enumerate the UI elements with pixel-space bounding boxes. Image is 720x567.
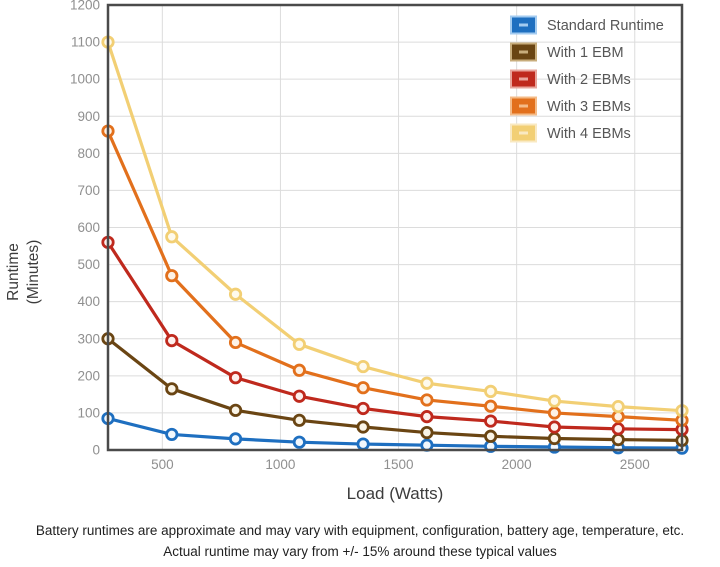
data-point-with-3-ebms bbox=[547, 406, 562, 420]
data-point-with-3-ebms bbox=[484, 399, 498, 413]
series-line-with-1-ebm bbox=[106, 337, 684, 442]
x-tick-label: 500 bbox=[151, 457, 174, 472]
data-point-with-1-ebm bbox=[228, 403, 243, 417]
legend-swatch-dash bbox=[519, 131, 528, 135]
data-point-with-3-ebms bbox=[292, 363, 306, 377]
legend-label-with-1-ebm: With 1 EBM bbox=[547, 45, 624, 61]
data-point-with-4-ebms bbox=[611, 400, 625, 414]
legend-item-with-3-ebms: With 3 EBMs bbox=[510, 96, 631, 116]
data-point-with-3-ebms bbox=[356, 381, 370, 395]
legend-swatch-dash bbox=[519, 104, 528, 108]
data-point-with-1-ebm bbox=[356, 420, 370, 434]
footnote-line-1: Battery runtimes are approximate and may… bbox=[35, 523, 685, 538]
data-point-with-2-ebms bbox=[420, 410, 434, 424]
legend-item-with-2-ebms: With 2 EBMs bbox=[510, 69, 631, 89]
series-line-with-2-ebms bbox=[106, 240, 684, 432]
series-line-standard-runtime bbox=[106, 416, 684, 450]
series-lines bbox=[101, 35, 689, 455]
plot-border bbox=[106, 3, 684, 452]
data-point-with-2-ebms bbox=[356, 401, 370, 416]
data-point-with-4-ebms bbox=[228, 287, 243, 301]
legend-label-with-2-ebms: With 2 EBMs bbox=[547, 72, 631, 88]
data-point-with-4-ebms bbox=[292, 337, 306, 351]
runtime-chart: 0 100 200 300 400 500 600 700 800 900 1000 1100 1200… bbox=[5, 0, 689, 503]
y-tick-label: 200 bbox=[77, 368, 100, 383]
legend-item-standard-runtime: Standard Runtime bbox=[510, 15, 664, 35]
y-tick-label: 700 bbox=[77, 183, 100, 198]
y-tick-label: 500 bbox=[77, 257, 100, 272]
data-point-with-1-ebm bbox=[292, 413, 306, 427]
x-tick-label: 1000 bbox=[265, 457, 295, 472]
legend-swatch-dash bbox=[519, 23, 528, 27]
legend-swatch-dash bbox=[519, 77, 528, 81]
legend-swatch-dash bbox=[519, 50, 528, 54]
data-point-with-2-ebms bbox=[547, 420, 562, 434]
runtime-chart-svg: 0 100 200 300 400 500 600 700 800 900 1000 1100 1200… bbox=[5, 0, 689, 503]
y-tick-label: 900 bbox=[77, 109, 100, 124]
data-point-standard-runtime bbox=[228, 432, 243, 446]
data-point-with-2-ebms bbox=[611, 422, 625, 436]
y-axis-title-line-1: Runtime bbox=[5, 243, 22, 301]
chart-footnote: Battery runtimes are approximate and may… bbox=[0, 520, 720, 562]
footnote-line-2: Actual runtime may vary from +/- 15% aro… bbox=[163, 544, 557, 559]
y-tick-label: 1200 bbox=[70, 0, 100, 13]
data-point-standard-runtime bbox=[292, 435, 306, 449]
data-point-with-1-ebm bbox=[611, 433, 625, 447]
y-axis-title-line-2: (Minutes) bbox=[25, 240, 42, 305]
data-point-with-4-ebms bbox=[165, 230, 179, 244]
y-tick-label: 400 bbox=[77, 294, 100, 309]
data-point-standard-runtime bbox=[165, 427, 179, 442]
data-point-with-4-ebms bbox=[547, 394, 562, 408]
data-point-with-3-ebms bbox=[420, 393, 434, 407]
y-tick-label: 600 bbox=[77, 220, 100, 235]
data-point-with-3-ebms bbox=[165, 269, 179, 283]
x-tick-label: 1500 bbox=[384, 457, 414, 472]
legend-item-with-4-ebms: With 4 EBMs bbox=[510, 123, 631, 143]
data-point-with-1-ebm bbox=[165, 382, 179, 396]
axis-tick-labels: 0 100 200 300 400 500 600 700 800 900 1000 1100 1200… bbox=[70, 0, 650, 472]
y-tick-label: 100 bbox=[77, 405, 100, 420]
data-point-with-1-ebm bbox=[484, 429, 498, 443]
x-axis-title: Load (Watts) bbox=[347, 484, 444, 503]
legend-label-with-3-ebms: With 3 EBMs bbox=[547, 99, 631, 115]
series-line-with-4-ebms bbox=[106, 40, 684, 413]
y-tick-label: 300 bbox=[77, 331, 100, 346]
series-line-with-3-ebms bbox=[106, 129, 684, 422]
y-tick-label: 1100 bbox=[71, 35, 100, 50]
data-point-with-1-ebm bbox=[547, 431, 562, 446]
y-tick-label: 0 bbox=[92, 443, 100, 458]
y-tick-label: 1000 bbox=[70, 72, 100, 87]
data-point-with-2-ebms bbox=[292, 389, 306, 403]
y-tick-label: 800 bbox=[77, 146, 100, 161]
data-point-with-4-ebms bbox=[420, 376, 434, 390]
data-point-with-1-ebm bbox=[420, 425, 434, 440]
legend-label-standard-runtime: Standard Runtime bbox=[547, 18, 664, 34]
legend-label-with-4-ebms: With 4 EBMs bbox=[547, 126, 631, 142]
x-tick-label: 2500 bbox=[620, 457, 650, 472]
data-point-with-2-ebms bbox=[165, 334, 179, 348]
data-point-with-2-ebms bbox=[228, 371, 243, 385]
data-point-with-3-ebms bbox=[228, 335, 243, 350]
data-point-with-4-ebms bbox=[356, 359, 370, 374]
data-point-standard-runtime bbox=[356, 437, 370, 451]
chart-legend: Standard Runtime With 1 EBM With 2 EBMs Wit… bbox=[510, 15, 664, 143]
data-point-with-2-ebms bbox=[484, 414, 498, 428]
data-point-with-4-ebms bbox=[484, 384, 498, 399]
x-tick-label: 2000 bbox=[502, 457, 532, 472]
legend-item-with-1-ebm: With 1 EBM bbox=[510, 42, 624, 62]
